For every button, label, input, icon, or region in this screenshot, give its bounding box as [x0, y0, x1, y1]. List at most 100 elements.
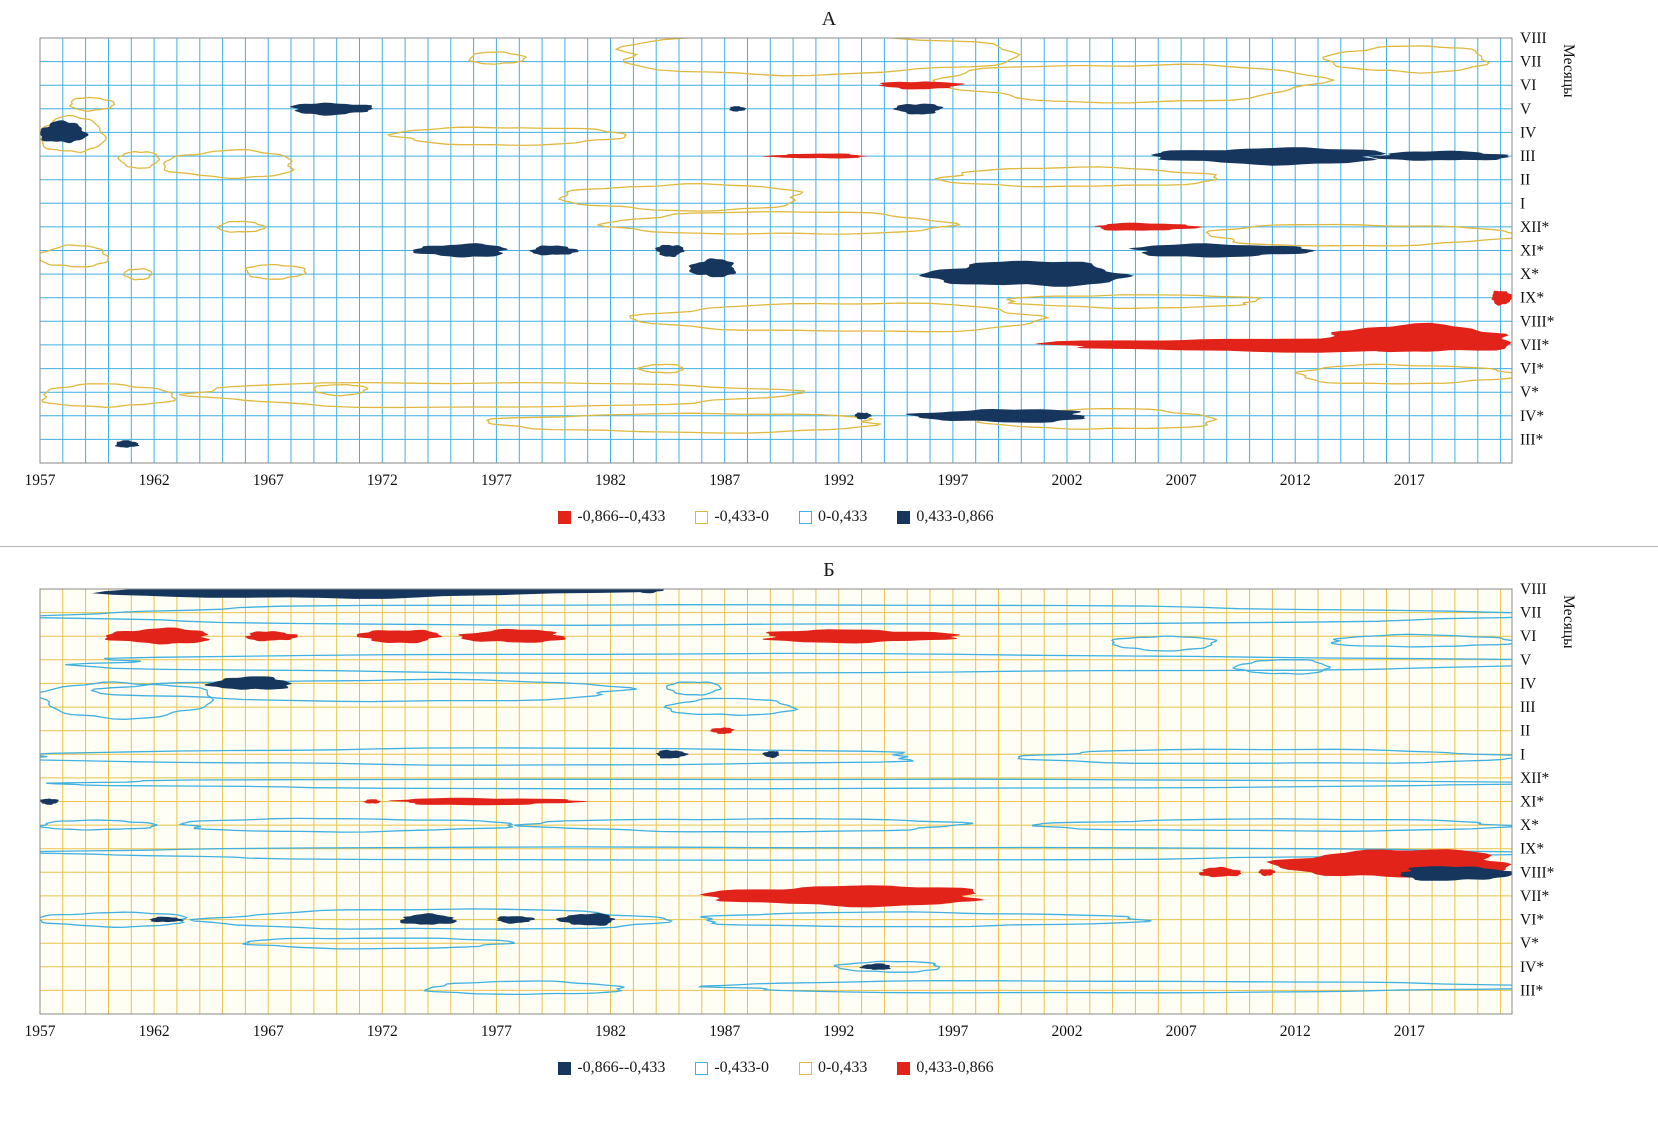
y-tick-label: XI* — [1520, 794, 1544, 811]
y-tick-label: VII — [1520, 605, 1542, 622]
y-tick-label: II — [1520, 172, 1530, 189]
x-tick-label: 1962 — [139, 1023, 170, 1040]
x-tick-label: 1982 — [595, 1023, 626, 1040]
y-tick-label: V — [1520, 652, 1532, 669]
legend-item: -0,433-0 — [695, 508, 769, 526]
legend-item: 0-0,433 — [798, 508, 868, 526]
x-tick-label: 1972 — [367, 1023, 398, 1040]
chart-a-legend: -0,866--0,433 -0,433-0 0-0,433 0,433-0,866 — [0, 502, 1552, 532]
legend-item: 0-0,433 — [798, 1059, 868, 1077]
y-tick-label: VI* — [1520, 361, 1544, 378]
x-tick-label: 1967 — [253, 1023, 284, 1040]
y-tick-label: VI — [1520, 628, 1536, 645]
x-tick-label: 1967 — [253, 472, 284, 489]
x-tick-label: 2012 — [1280, 1023, 1311, 1040]
y-tick-label: VIII — [1520, 32, 1547, 47]
y-tick-label: VII* — [1520, 888, 1550, 905]
y-tick-label: X* — [1520, 817, 1539, 834]
legend-item: 0,433-0,866 — [897, 508, 994, 526]
x-tick-label: 1977 — [481, 1023, 512, 1040]
legend-label: 0-0,433 — [817, 1059, 868, 1076]
filled-regions — [40, 589, 1512, 970]
legend-label: 0,433-0,866 — [916, 1059, 994, 1076]
x-tick-label: 1997 — [937, 1023, 968, 1040]
x-tick-label: 1957 — [25, 1023, 56, 1040]
x-tick-label: 2017 — [1394, 1023, 1425, 1040]
filled-regions — [40, 81, 1512, 448]
legend-item: 0,433-0,866 — [897, 1059, 994, 1077]
x-tick-label: 2007 — [1166, 472, 1197, 489]
chart-b-legend: -0,866--0,433 -0,433-0 0-0,433 0,433-0,866 — [0, 1053, 1552, 1083]
y-tick-label: XII* — [1520, 770, 1550, 787]
page: А 1957 1962 1967 1972 1977 1982 1987 1992 1997 20… — [0, 6, 1658, 1083]
chart-a-section: А 1957 1962 1967 1972 1977 1982 1987 1992 1997 20… — [0, 6, 1658, 532]
legend-item: -0,866--0,433 — [558, 1059, 665, 1077]
y-tick-label: IV — [1520, 124, 1537, 141]
chart-b-title: Б — [823, 559, 835, 581]
x-tick-label: 2007 — [1166, 1023, 1197, 1040]
plot-border — [39, 588, 1513, 1015]
legend-swatch-outlined — [798, 510, 812, 524]
legend-swatch-filled — [558, 510, 572, 524]
axis-labels: 1957 1962 1967 1972 1977 1982 1987 1992 1997 2002… — [25, 32, 1578, 489]
legend-swatch-outlined — [695, 510, 709, 524]
x-tick-label: 2002 — [1052, 472, 1083, 489]
y-tick-label: III — [1520, 699, 1536, 716]
legend-swatch-filled — [897, 1061, 911, 1075]
chart-b-canvas: 1957 1962 1967 1972 1977 1982 1987 1992 1997 2002… — [0, 583, 1658, 1045]
legend-swatch-outlined — [695, 1061, 709, 1075]
legend-label: 0-0,433 — [817, 508, 868, 525]
x-tick-label: 2002 — [1052, 1023, 1083, 1040]
y-tick-label: V* — [1520, 384, 1539, 401]
y-tick-label: XI* — [1520, 243, 1544, 260]
section-divider — [0, 546, 1658, 547]
y-tick-label: V — [1520, 101, 1532, 118]
y-tick-label: V* — [1520, 935, 1539, 952]
x-tick-label: 2017 — [1394, 472, 1425, 489]
y-tick-label: XII* — [1520, 219, 1550, 236]
y-tick-label: VI — [1520, 77, 1536, 94]
legend-label: -0,433-0 — [714, 1059, 769, 1076]
x-tick-label: 1997 — [937, 472, 968, 489]
y-tick-label: VII — [1520, 54, 1542, 71]
x-tick-label: 1992 — [823, 1023, 854, 1040]
x-tick-label: 1982 — [595, 472, 626, 489]
y-axis-title: Месяцы — [1560, 595, 1577, 649]
y-tick-label: I — [1520, 195, 1525, 212]
legend-swatch-filled — [558, 1061, 572, 1075]
y-axis-title: Месяцы — [1560, 44, 1577, 98]
x-tick-label: 2012 — [1280, 472, 1311, 489]
y-tick-label: VI* — [1520, 912, 1544, 929]
x-tick-label: 1957 — [25, 472, 56, 489]
gridlines — [39, 37, 1512, 464]
y-tick-label: I — [1520, 746, 1525, 763]
legend-swatch-outlined — [798, 1061, 812, 1075]
x-tick-label: 1987 — [709, 1023, 740, 1040]
chart-a-canvas: 1957 1962 1967 1972 1977 1982 1987 1992 1997 2002… — [0, 32, 1658, 494]
contour-outlines — [40, 604, 1512, 996]
y-tick-label: III* — [1520, 982, 1543, 999]
legend-label: -0,866--0,433 — [577, 508, 666, 525]
legend-item: -0,433-0 — [695, 1059, 769, 1077]
y-tick-label: III — [1520, 148, 1536, 165]
x-tick-label: 1992 — [823, 472, 854, 489]
y-tick-label: VIII — [1520, 583, 1547, 598]
legend-swatch-filled — [897, 510, 911, 524]
y-tick-label: X* — [1520, 266, 1539, 283]
legend-item: -0,866--0,433 — [558, 508, 665, 526]
y-tick-label: IV* — [1520, 408, 1544, 425]
x-tick-label: 1987 — [709, 472, 740, 489]
y-tick-label: III* — [1520, 431, 1543, 448]
y-tick-label: II — [1520, 723, 1530, 740]
y-tick-label: IX* — [1520, 841, 1544, 858]
y-tick-label: VII* — [1520, 337, 1550, 354]
chart-a-title: А — [821, 8, 837, 30]
y-tick-label: IX* — [1520, 290, 1544, 307]
chart-b-plot: 1957 1962 1967 1972 1977 1982 1987 1992 1997 2002… — [25, 583, 1578, 1040]
legend-label: 0,433-0,866 — [916, 508, 994, 525]
chart-a-plot: 1957 1962 1967 1972 1977 1982 1987 1992 1997 2002… — [25, 32, 1578, 489]
axis-labels: 1957 1962 1967 1972 1977 1982 1987 1992 1997 2002… — [25, 583, 1578, 1040]
y-tick-label: IV — [1520, 675, 1537, 692]
chart-b-section: Б 1957 1962 1967 1972 1977 1982 1987 1992 1997 20… — [0, 557, 1658, 1083]
x-tick-label: 1972 — [367, 472, 398, 489]
